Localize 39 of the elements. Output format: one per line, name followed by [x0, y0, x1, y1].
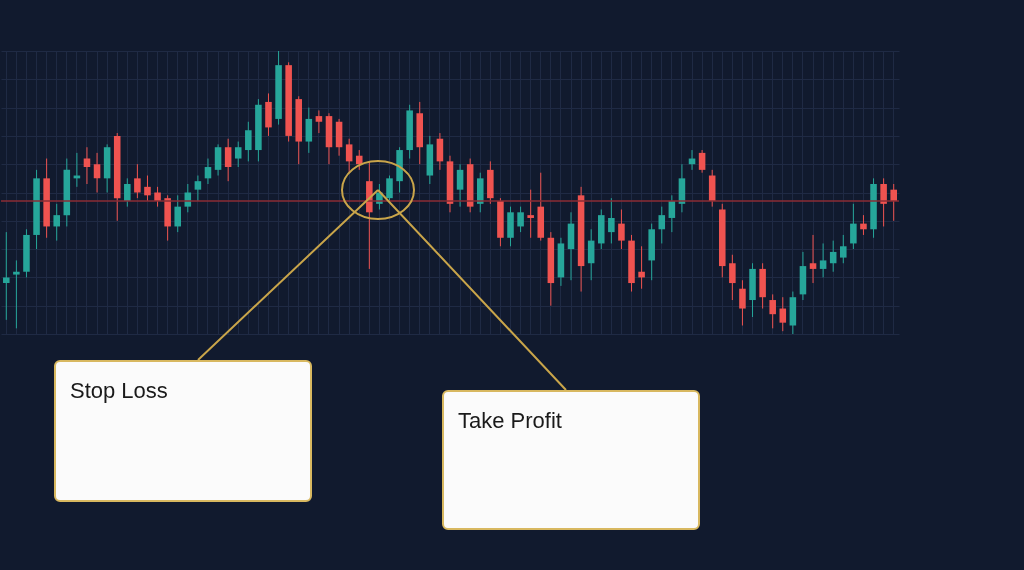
candlestick — [638, 245, 645, 290]
candlestick — [234, 141, 242, 168]
candlestick — [386, 175, 393, 202]
candlestick — [3, 231, 10, 321]
candlestick — [658, 206, 666, 244]
candlestick — [93, 152, 101, 193]
candlestick — [13, 259, 20, 329]
candlestick — [134, 163, 141, 199]
candlestick — [729, 254, 736, 301]
candlestick — [779, 296, 787, 332]
candlestick — [608, 197, 615, 244]
candlestick — [860, 214, 867, 236]
candlestick — [345, 138, 353, 174]
candlestick — [53, 203, 60, 242]
candlestick — [245, 121, 252, 162]
candlestick — [305, 107, 313, 154]
candlestick — [224, 138, 232, 182]
candlestick — [174, 194, 181, 233]
candlestick — [698, 149, 706, 174]
candlestick — [355, 149, 363, 171]
candlestick — [315, 109, 323, 134]
candlestick — [769, 293, 776, 329]
candlestick — [840, 234, 847, 264]
candlestick — [214, 143, 222, 177]
info-card: Take Profit — [442, 390, 700, 530]
candlestick — [809, 234, 817, 284]
candlestick — [739, 279, 746, 327]
candlestick — [456, 163, 464, 208]
candlestick — [890, 183, 897, 222]
info-card: Stop Loss — [54, 360, 312, 502]
candlestick — [618, 208, 625, 250]
candlestick — [194, 175, 202, 202]
candlestick — [819, 242, 827, 278]
candlestick — [517, 206, 524, 233]
candlestick — [527, 189, 534, 239]
candlestick — [850, 203, 857, 250]
candlestick — [880, 177, 887, 227]
candlestick — [124, 177, 131, 208]
candlestick — [144, 175, 151, 202]
